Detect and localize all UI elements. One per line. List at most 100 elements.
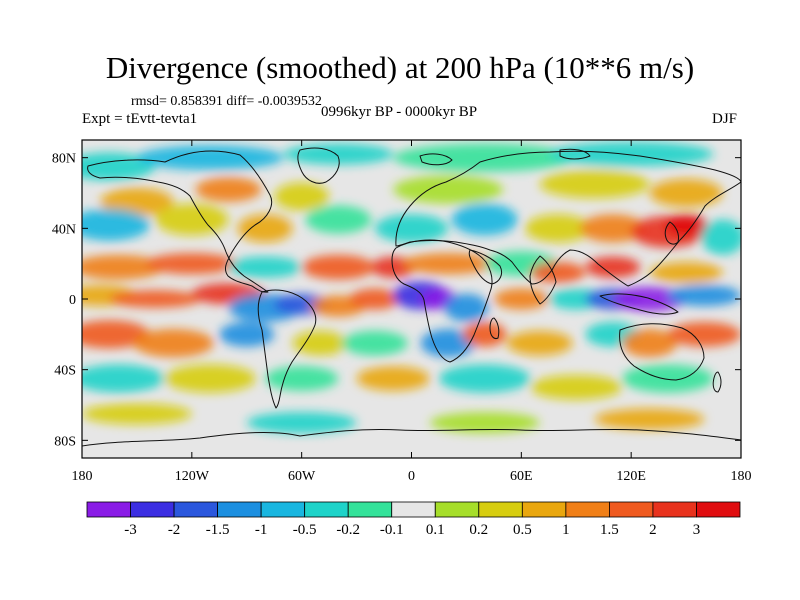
colorbar-label: 3 (693, 522, 701, 538)
field-cell (136, 145, 284, 171)
coastline-india (529, 255, 557, 305)
field-cell (649, 178, 723, 208)
field-cell (164, 364, 256, 393)
colorbar: -3 -2 -1.5 -1 -0.5 -0.2 -0.1 0.1 0.2 0.5 1 1.5 2 3 (86, 501, 741, 538)
y-tick-label: 80N (52, 152, 76, 167)
field-cell (195, 177, 262, 202)
coastline-australia (619, 323, 705, 381)
colorbar-label: -0.1 (380, 522, 404, 538)
colorbar-label: 0.2 (469, 522, 488, 538)
field-cell (292, 330, 348, 356)
field-cell (585, 256, 641, 278)
coastline-north-america (87, 150, 273, 293)
field-cell (274, 182, 330, 211)
x-tick-label: 180 (731, 469, 752, 484)
colorbar-swatch (521, 501, 567, 518)
x-tick-label: 120E (616, 469, 646, 484)
colorbar-label: -2 (168, 522, 181, 538)
colorbar-swatch (173, 501, 218, 518)
x-tick-label: 0 (408, 469, 415, 484)
colorbar-swatch (217, 501, 262, 518)
field-cell (374, 214, 449, 243)
coastline-greenland (297, 147, 340, 184)
season-label: DJF (712, 111, 738, 127)
field-cell (349, 288, 401, 310)
field-cell (356, 366, 430, 391)
field-cell (133, 329, 214, 358)
colorbar-swatch (304, 501, 349, 518)
colorbar-swatch (391, 501, 436, 518)
colorbar-swatch (86, 501, 131, 518)
field-cell (100, 187, 174, 216)
field-cell (265, 366, 339, 391)
coastline-new-zealand (712, 371, 722, 393)
field-cell (155, 203, 229, 236)
plot-title: Divergence (smoothed) at 200 hPa (10**6 … (105, 50, 695, 85)
coastline-japan (664, 221, 679, 245)
field-cell (506, 330, 573, 356)
colorbar-swatch (696, 501, 741, 518)
x-axis: 180 120W 60W 0 60E 120E 180 (72, 140, 752, 484)
stats-line: rmsd= 0.858391 diff= -0.0039532 (131, 94, 322, 109)
colorbar-swatch (478, 501, 523, 518)
y-axis: 80N 40N 0 40S 80S (52, 152, 741, 449)
field-cell (82, 403, 192, 425)
coastline-eurasia (395, 150, 741, 287)
coastline-arctic-islands (419, 148, 591, 166)
field-cell (420, 329, 476, 358)
y-tick-label: 0 (69, 293, 76, 308)
field-cell (700, 219, 741, 255)
field-cell (246, 412, 357, 434)
field-cell (594, 408, 705, 430)
field-cell (82, 208, 150, 241)
field-cell (649, 261, 723, 284)
field-cell (664, 214, 709, 236)
colorbar-label: 1.5 (600, 522, 619, 538)
field-cell (82, 320, 150, 349)
colorbar-swatch (434, 501, 480, 518)
coastline-antarctica (82, 428, 741, 447)
field-cell (82, 364, 165, 393)
y-tick-label: 40N (52, 222, 76, 237)
field-cell (539, 170, 650, 199)
field-cell (462, 321, 507, 347)
field-cell (530, 261, 586, 284)
field-cell (219, 321, 275, 347)
x-tick-label: 120W (175, 469, 210, 484)
experiment-label: Expt = tEvtt-tevta1 (82, 111, 198, 127)
field-cell (228, 256, 302, 278)
colorbar-label: -0.5 (293, 522, 317, 538)
field-cell (622, 364, 714, 393)
colorbar-label: -1 (255, 522, 268, 538)
field-cell (402, 253, 494, 275)
colorbar-label: 0.5 (513, 522, 532, 538)
field-cell (667, 284, 741, 307)
field-cell (146, 253, 238, 275)
field-cell (301, 254, 375, 280)
colorbar-swatch (347, 501, 393, 518)
x-tick-label: 180 (72, 469, 93, 484)
colorbar-swatch (260, 501, 306, 518)
y-tick-label: 40S (54, 364, 76, 379)
colorbar-label: -0.2 (336, 522, 360, 538)
colorbar-label: 2 (649, 522, 657, 538)
field-cell (438, 364, 531, 393)
colorbar-label: 0.1 (426, 522, 445, 538)
field-cell (305, 205, 372, 234)
colorbar-swatch (609, 501, 654, 518)
coastlines (82, 147, 741, 447)
field-cell (429, 412, 540, 434)
field-cell (493, 288, 549, 310)
field-cell (451, 203, 518, 236)
colorbar-label: -3 (124, 522, 137, 538)
field-cell (530, 374, 623, 400)
coastline-indonesia (599, 293, 679, 315)
divergence-field (82, 141, 741, 434)
field-cell (524, 214, 591, 243)
coastline-africa (391, 239, 493, 363)
field-cell (393, 175, 504, 204)
y-tick-label: 80S (54, 434, 76, 449)
coastline-arabia (468, 249, 503, 285)
period-label: 0996kyr BP - 0000kyr BP (321, 104, 478, 120)
